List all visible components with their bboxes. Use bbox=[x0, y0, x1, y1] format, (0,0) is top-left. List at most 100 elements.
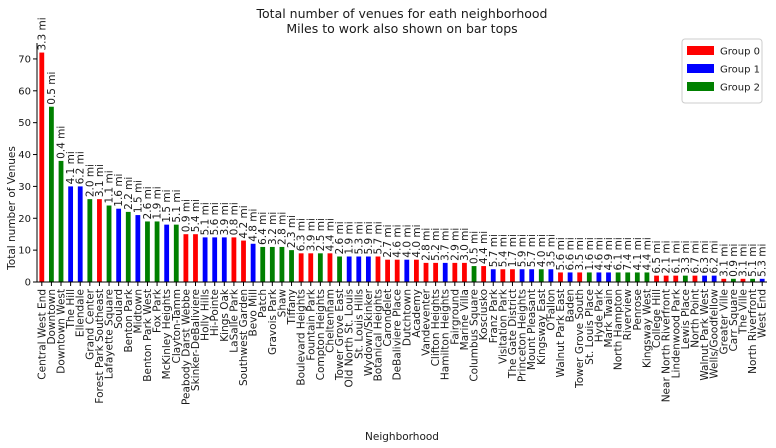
x-tick-label: West End bbox=[757, 289, 769, 338]
bar bbox=[260, 246, 266, 282]
x-tick-label: North Point bbox=[689, 289, 701, 348]
bar bbox=[135, 215, 141, 282]
bar-top-label: 5.1 mi bbox=[747, 244, 759, 277]
bar-top-label: 2.8 mi bbox=[421, 228, 433, 261]
x-tick-label: Lindenwood Park bbox=[670, 288, 682, 378]
legend-swatch bbox=[687, 64, 714, 73]
x-tick-label: Benton Park West bbox=[142, 289, 154, 382]
x-tick-label: Hyde Park bbox=[593, 288, 605, 342]
x-tick-label: Fox Park bbox=[152, 288, 164, 333]
x-tick-label: Fountain Park bbox=[305, 288, 317, 360]
x-tick-label: Fairground bbox=[449, 289, 461, 345]
bar-top-label: 6.2 mi bbox=[709, 240, 721, 273]
x-axis-label: Neighborhood bbox=[365, 431, 439, 443]
bar-top-label: 2.0 mi bbox=[84, 164, 96, 197]
x-tick-label: Benton Park bbox=[123, 288, 135, 352]
bar bbox=[116, 208, 122, 282]
bar bbox=[529, 269, 535, 282]
bar bbox=[759, 278, 765, 282]
bar bbox=[615, 272, 621, 282]
bar bbox=[682, 275, 688, 282]
bar bbox=[87, 199, 93, 282]
x-tick-label: Carr Square bbox=[728, 289, 740, 352]
x-tick-label: Vandeventer bbox=[421, 288, 433, 355]
bar bbox=[346, 256, 352, 282]
x-tick-label: Skinker-DeBaliviere bbox=[190, 289, 202, 391]
bar-top-label: 2.7 mi bbox=[382, 225, 394, 258]
bar-top-label: 5.1 mi bbox=[200, 202, 212, 235]
bar bbox=[154, 221, 160, 282]
x-tick-label: Clifton Heights bbox=[430, 289, 442, 366]
bar-top-label: 6.1 mi bbox=[613, 237, 625, 270]
bar bbox=[471, 266, 477, 282]
bar-top-label: 3.3 mi bbox=[680, 240, 692, 273]
bar-top-label: 1.9 mi bbox=[344, 221, 356, 254]
x-tick-label: Columbus Square bbox=[469, 289, 481, 382]
bar-top-label: 1.5 mi bbox=[161, 189, 173, 222]
bar bbox=[510, 269, 515, 282]
bar-top-label: 4.0 mi bbox=[411, 225, 423, 258]
bar bbox=[289, 250, 294, 282]
bar bbox=[385, 259, 390, 282]
bar-top-label: 6.6 mi bbox=[565, 237, 577, 270]
bar bbox=[173, 224, 179, 282]
x-tick-label: Southwest Garden bbox=[238, 289, 250, 386]
x-tick-label: Tower Grove South bbox=[574, 289, 586, 389]
y-tick-label: 70 bbox=[18, 54, 31, 65]
bar bbox=[241, 240, 246, 282]
y-tick-label: 0 bbox=[25, 278, 31, 289]
bar-top-label: 1.5 mi bbox=[132, 180, 144, 213]
x-tick-label: Gravois Park bbox=[267, 288, 279, 355]
bar bbox=[183, 234, 189, 282]
x-tick-label: Boulevard Heights bbox=[296, 289, 308, 386]
x-tick-label: Clayton-Tamm bbox=[171, 289, 183, 363]
bar-top-label: 5.7 mi bbox=[372, 221, 384, 254]
x-tick-label: Princeton Heights bbox=[517, 289, 529, 382]
x-tick-label: Tower Grove East bbox=[334, 289, 346, 381]
bar-top-label: 5.4 mi bbox=[190, 199, 202, 232]
bar bbox=[404, 259, 410, 282]
bar-top-label: 4.0 mi bbox=[401, 225, 413, 258]
bar bbox=[750, 278, 755, 282]
bar-top-label: 2.1 mi bbox=[661, 240, 673, 273]
bar bbox=[673, 275, 679, 282]
bar bbox=[558, 272, 563, 282]
x-tick-label: Hamilton Heights bbox=[440, 289, 452, 380]
x-tick-label: Grand Center bbox=[84, 288, 96, 360]
bar-top-label: 7.4 mi bbox=[622, 237, 634, 270]
bar bbox=[298, 253, 304, 282]
x-tick-label: Dutchtown bbox=[401, 289, 413, 346]
x-tick-label: Visitation Park bbox=[497, 288, 509, 364]
x-tick-label: Midtown bbox=[132, 289, 144, 333]
x-tick-label: O'Fallon bbox=[545, 289, 557, 331]
bar-top-label: 6.3 mi bbox=[296, 218, 308, 251]
x-tick-label: Patch bbox=[257, 289, 269, 318]
x-tick-label: Shaw bbox=[276, 289, 288, 318]
x-tick-label: Kingsway East bbox=[536, 289, 548, 365]
bar bbox=[375, 256, 381, 282]
x-tick-label: Lewis Place bbox=[680, 289, 692, 349]
bar-top-label: 6.7 mi bbox=[689, 240, 701, 273]
x-tick-label: Wells/Goodfellow bbox=[709, 289, 721, 379]
x-tick-label: Kingsway West bbox=[641, 289, 653, 368]
bar bbox=[692, 275, 698, 282]
bar-top-label: 3.1 mi bbox=[94, 164, 106, 197]
bar-top-label: 5.7 mi bbox=[488, 234, 500, 267]
bar-top-label: 4.9 mi bbox=[603, 237, 615, 270]
bar bbox=[500, 269, 506, 282]
bar-top-label: 4.6 mi bbox=[392, 225, 404, 258]
bar bbox=[740, 278, 746, 282]
bar bbox=[586, 272, 592, 282]
bar bbox=[193, 234, 198, 282]
bar-top-label: 5.3 mi bbox=[353, 221, 365, 254]
bar bbox=[433, 262, 439, 282]
bar-top-label: 2.2 mi bbox=[123, 177, 135, 210]
bar-top-label: 3.9 mi bbox=[219, 202, 231, 235]
y-tick-label: 30 bbox=[18, 182, 31, 193]
bar-top-label: 4.8 mi bbox=[248, 209, 260, 242]
bar bbox=[721, 278, 727, 282]
x-tick-label: McKinley Heights bbox=[161, 289, 173, 379]
bar bbox=[279, 246, 285, 282]
bar-top-label: 2.3 mi bbox=[286, 215, 298, 248]
bar bbox=[481, 266, 487, 282]
